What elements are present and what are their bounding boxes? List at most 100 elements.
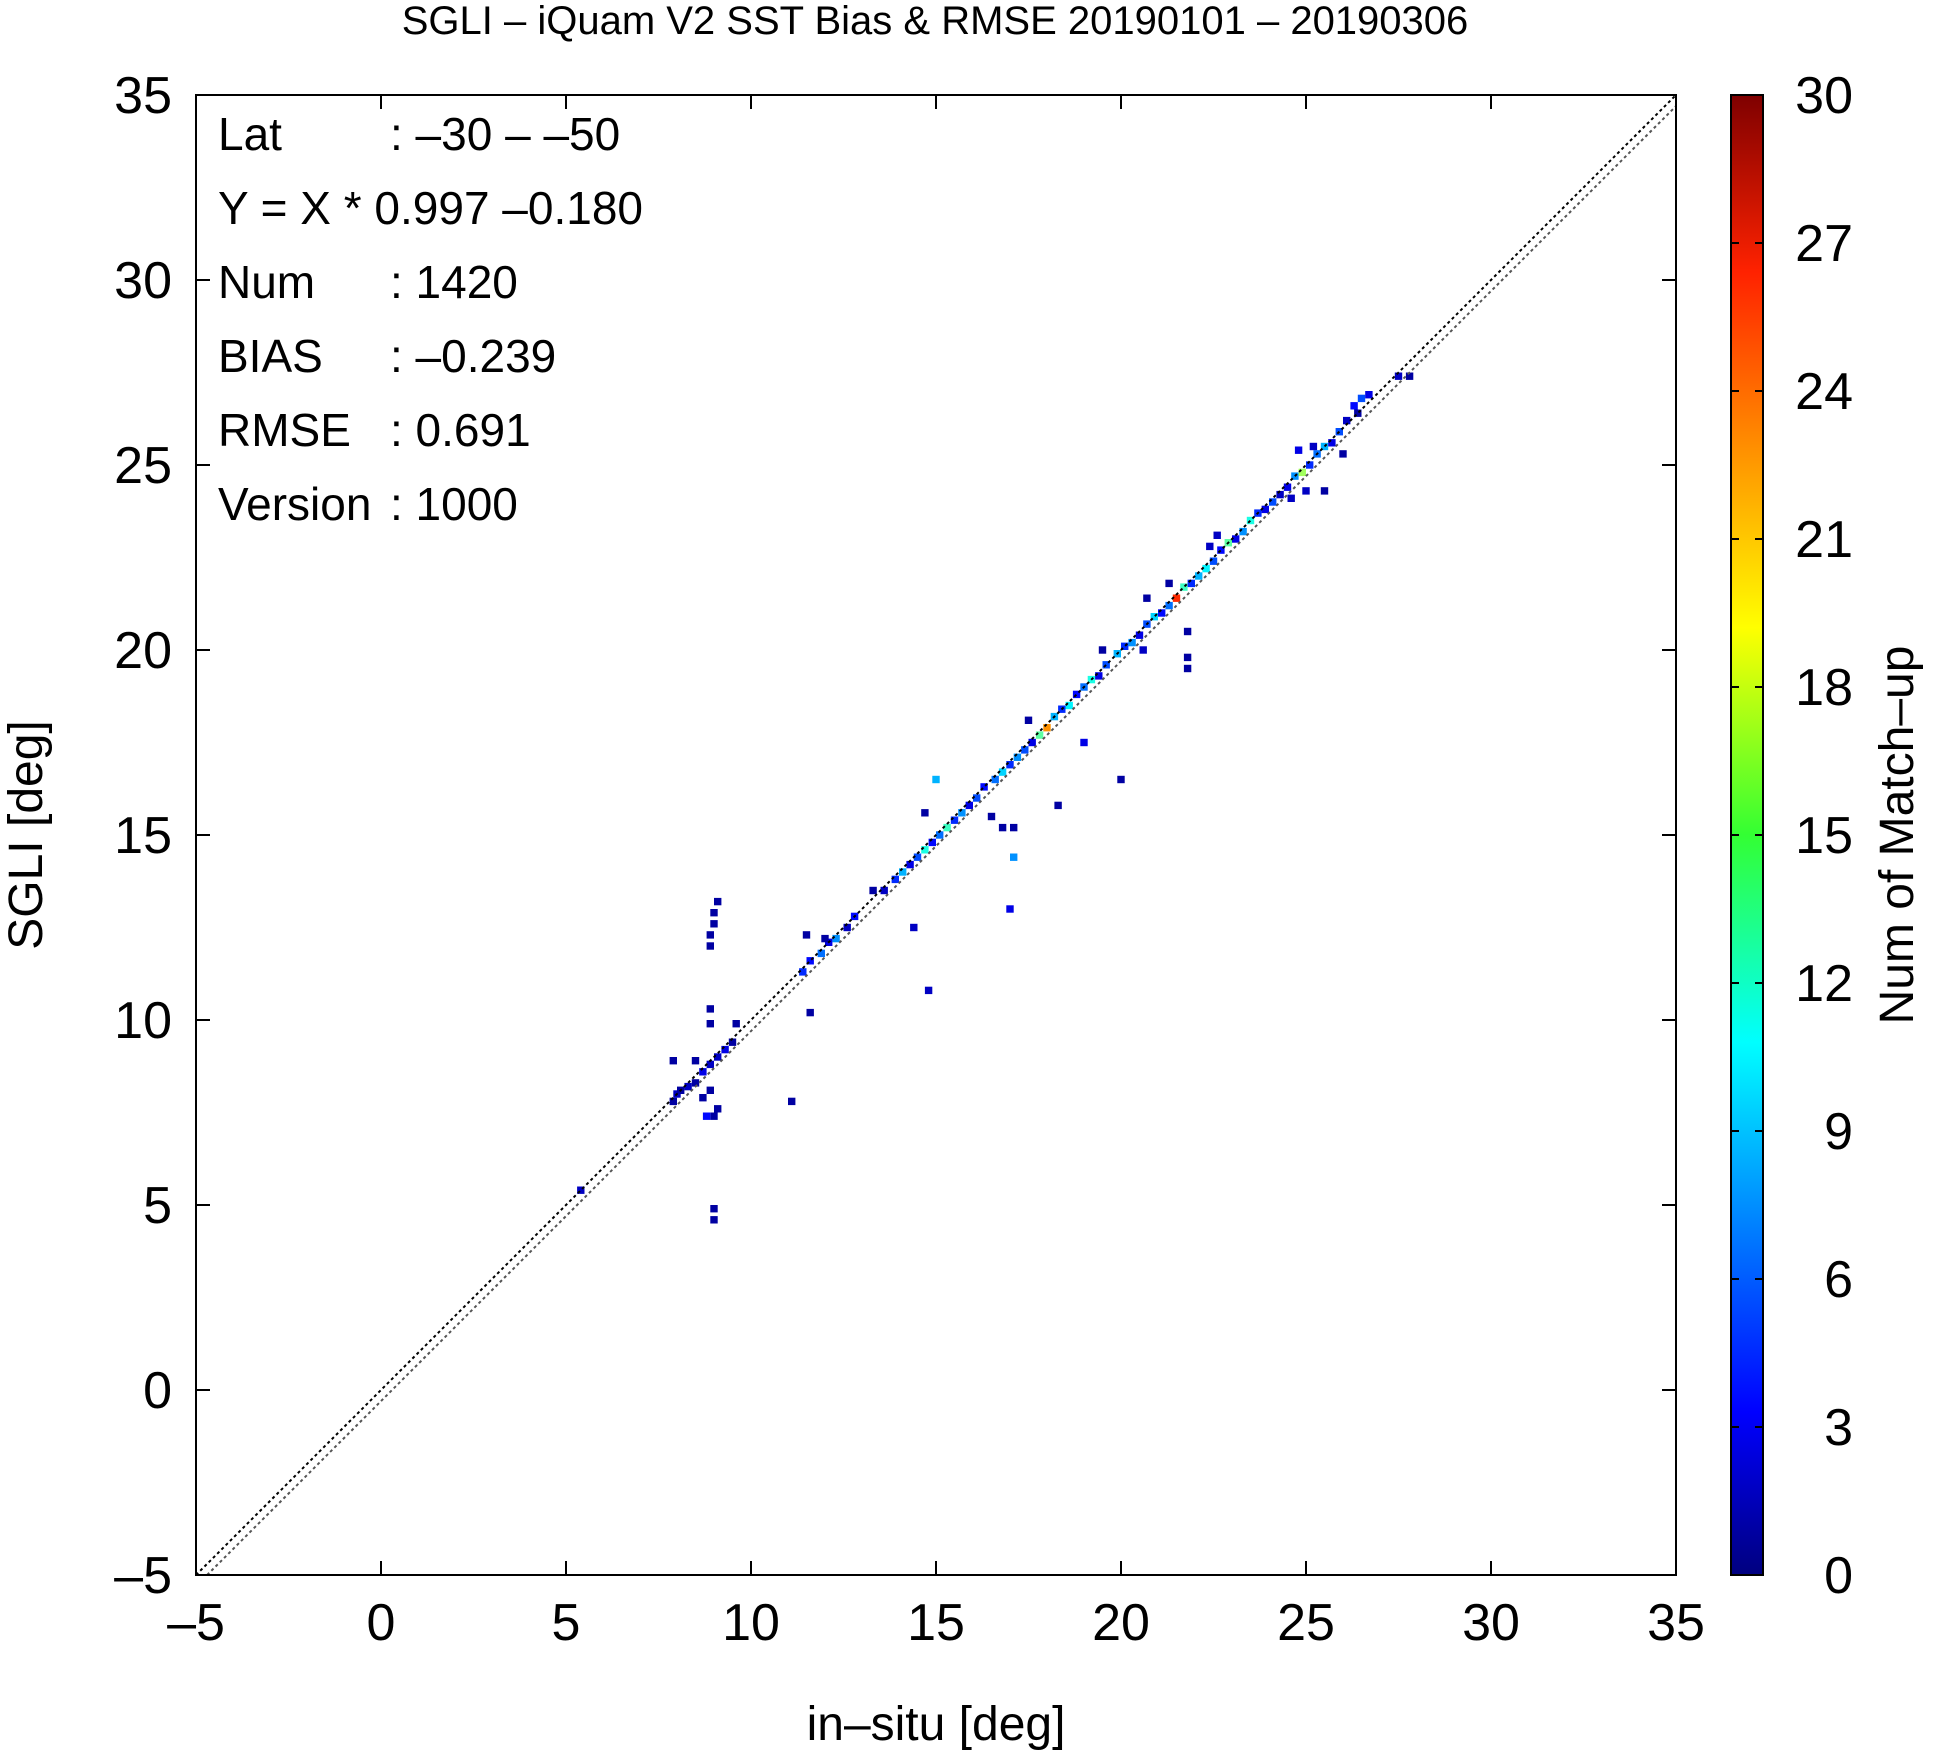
heatmap-cell (806, 1008, 814, 1017)
heatmap-cell (714, 1053, 722, 1061)
heatmap-cell (1232, 535, 1240, 543)
colorbar-tick-label: 9 (1824, 1103, 1853, 1161)
heatmap-cell (1294, 446, 1303, 454)
heatmap-cell (1239, 527, 1247, 536)
x-tick-label: 0 (367, 1594, 396, 1652)
heatmap-cell (1261, 505, 1269, 514)
axis-ticks (195, 94, 1677, 1576)
x-axis-label: in–situ [deg] (807, 1698, 1066, 1751)
heatmap-cell (1150, 613, 1158, 621)
heatmap-cell (991, 775, 999, 784)
colorbar-tick-label: 30 (1795, 67, 1853, 125)
heatmap-cell (1183, 664, 1192, 673)
heatmap-cell (684, 1082, 692, 1091)
heatmap-cell (1283, 483, 1292, 491)
heatmap-cells (577, 372, 1414, 1224)
heatmap-cell (921, 809, 929, 817)
heatmap-cell (1309, 442, 1318, 451)
heatmap-cell (973, 794, 981, 802)
heatmap-cell (1010, 823, 1018, 832)
heatmap-cell (843, 923, 851, 932)
heatmap-cell (1006, 761, 1014, 769)
heatmap-cell (710, 1112, 718, 1120)
x-tick-label: 30 (1462, 1594, 1520, 1652)
colorbar-tick-label: 21 (1795, 511, 1853, 569)
heatmap-cell (1139, 646, 1147, 654)
heatmap-cell (1298, 468, 1306, 477)
x-tick-label: 10 (722, 1594, 780, 1652)
heatmap-cell (1065, 701, 1073, 710)
heatmap-cell (710, 1205, 718, 1213)
heatmap-cell (924, 986, 933, 995)
heatmap-cell (1306, 461, 1314, 469)
colorbar-tick-label: 18 (1795, 659, 1853, 717)
heatmap-cell (1095, 672, 1103, 680)
heatmap-cell (832, 934, 840, 943)
y-tick-label: 30 (114, 252, 172, 310)
stat-value: : –30 – –50 (390, 108, 620, 160)
heatmap-cell (1165, 579, 1173, 588)
heatmap-cell (1006, 905, 1014, 913)
colorbar-tick-label: 27 (1795, 215, 1853, 273)
heatmap-cell (669, 1057, 677, 1065)
x-tick-label: –5 (167, 1594, 225, 1652)
stat-value: : 0.691 (390, 404, 531, 456)
heatmap-cell (1180, 583, 1188, 591)
heatmap-cell (1135, 631, 1144, 639)
heatmap-cell (1128, 638, 1136, 647)
one-to-one-line (196, 95, 1676, 1575)
y-axis-label: SGLI [deg] (0, 720, 53, 949)
heatmap-cell (1102, 661, 1110, 669)
heatmap-cell (1143, 594, 1151, 602)
heatmap-cell (1158, 609, 1166, 617)
stat-value: : 1420 (390, 256, 518, 308)
heatmap-cell (669, 1097, 677, 1106)
y-tick-labels: –5 0 5 10 15 20 25 30 35 (114, 67, 172, 1605)
heatmap-cell (906, 860, 914, 869)
x-tick-label: 35 (1647, 1594, 1705, 1652)
heatmap-cell (710, 920, 718, 928)
y-tick-label: 0 (143, 1362, 172, 1420)
heatmap-cell (710, 909, 718, 917)
heatmap-cell (1172, 594, 1181, 602)
heatmap-cell (1328, 439, 1336, 447)
heatmap-cell (891, 875, 899, 884)
stats-annotation: Lat: –30 – –50 Y = X * 0.997 –0.180 Num: 1… (218, 108, 643, 530)
colorbar-label: Num of Match–up (1871, 646, 1924, 1025)
heatmap-cell (1320, 487, 1329, 495)
heatmap-cell (1195, 572, 1203, 580)
heatmap-cell (1121, 642, 1129, 650)
reference-lines (196, 95, 1676, 1575)
heatmap-cell (1035, 731, 1044, 739)
heatmap-cell (714, 897, 722, 906)
heatmap-cell (799, 968, 807, 976)
heatmap-cell (1339, 450, 1347, 458)
heatmap-cell (706, 942, 714, 950)
y-tick-label: 15 (114, 807, 172, 865)
heatmap-cell (1302, 487, 1310, 495)
heatmap-cell (1365, 391, 1373, 399)
stat-label: BIAS (218, 330, 323, 382)
heatmap-cell (965, 801, 973, 810)
offset-reference-line (206, 105, 1676, 1575)
heatmap-cell (732, 1020, 740, 1028)
heatmap-cell (1010, 853, 1018, 861)
heatmap-cell (691, 1057, 700, 1065)
heatmap-cell (1024, 716, 1033, 724)
stat-value: : –0.239 (390, 330, 556, 382)
heatmap-cell (706, 1060, 714, 1069)
heatmap-cell (980, 783, 988, 791)
heatmap-cell (821, 934, 829, 943)
heatmap-cell (950, 816, 959, 824)
heatmap-cell (928, 838, 936, 847)
colorbar-tick-label: 6 (1824, 1251, 1853, 1309)
heatmap-cell (788, 1097, 796, 1106)
heatmap-cell (577, 1186, 585, 1194)
heatmap-cell (932, 775, 940, 784)
heatmap-cell (706, 1020, 714, 1028)
heatmap-cell (1246, 516, 1255, 525)
heatmap-cell (1165, 601, 1173, 610)
heatmap-cell (721, 1045, 729, 1054)
colorbar-tick-label: 0 (1824, 1547, 1853, 1605)
